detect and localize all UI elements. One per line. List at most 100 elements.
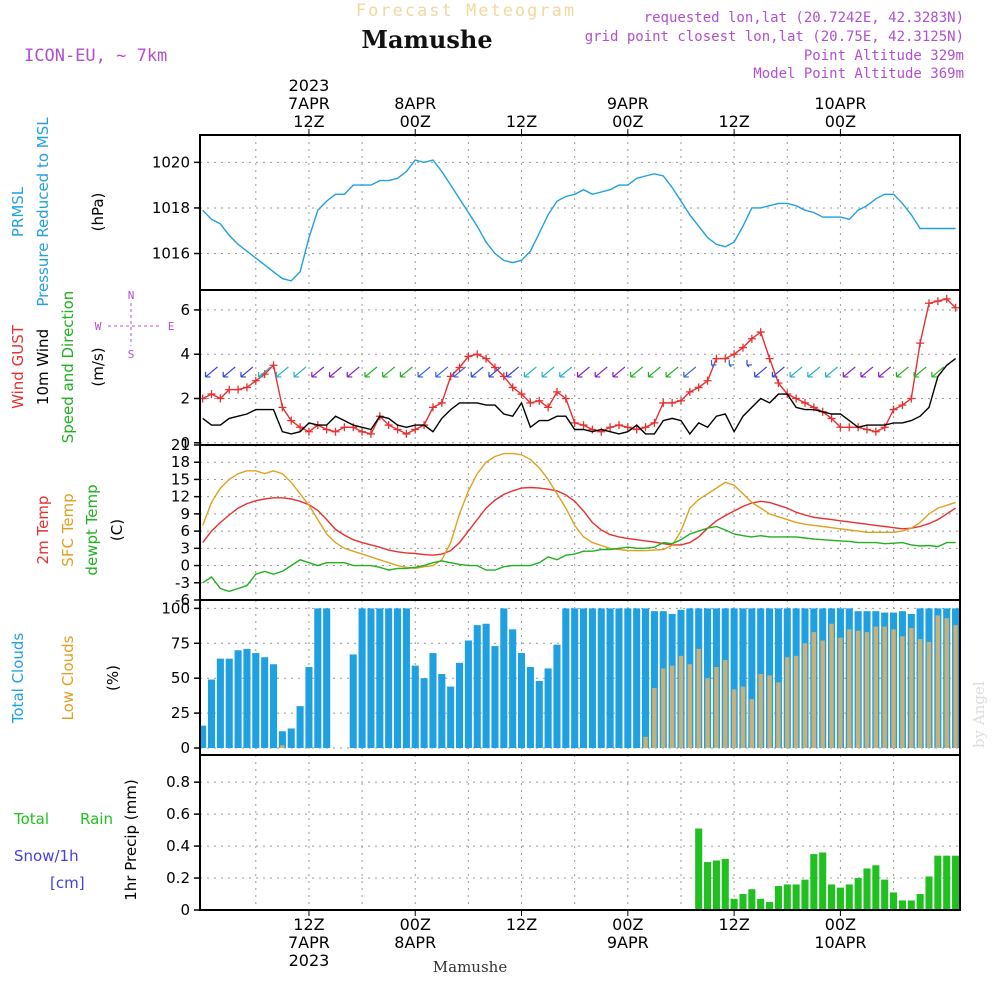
bar-total-clouds bbox=[517, 653, 526, 749]
bar-low-clouds bbox=[864, 632, 870, 749]
bar-total-clouds bbox=[207, 679, 216, 749]
ytick-label: 1016 bbox=[152, 245, 190, 263]
bottom-time-label: 8APR bbox=[394, 933, 436, 952]
top-time-label: 12Z bbox=[718, 112, 749, 131]
series-line-sfc-temp bbox=[202, 452, 956, 570]
wind-arrow bbox=[399, 366, 413, 378]
bar-total-clouds bbox=[323, 608, 331, 749]
gust-marker bbox=[517, 390, 526, 399]
bar-total-rain bbox=[863, 868, 871, 910]
bar-total-clouds bbox=[261, 657, 269, 749]
gust-marker bbox=[340, 423, 349, 432]
bar-total-clouds bbox=[491, 646, 499, 749]
bar-total-clouds bbox=[278, 731, 286, 749]
bar-low-clouds bbox=[891, 629, 896, 749]
gust-marker bbox=[535, 396, 544, 405]
ytick-label: 50 bbox=[171, 669, 190, 687]
gust-marker bbox=[366, 429, 375, 438]
watermark: by Angel bbox=[970, 681, 988, 748]
bar-low-clouds bbox=[873, 626, 879, 749]
gust-marker bbox=[552, 387, 561, 396]
gust-marker bbox=[924, 299, 933, 308]
axis-label: 10m Wind bbox=[34, 329, 52, 405]
series-line-prmsl bbox=[202, 159, 956, 282]
gust-marker bbox=[827, 414, 836, 423]
gust-marker bbox=[650, 418, 659, 427]
bar-total-clouds bbox=[376, 608, 384, 749]
ytick-label: 0 bbox=[180, 434, 190, 452]
series-line-2m-temp bbox=[202, 486, 956, 556]
gust-marker bbox=[526, 398, 535, 407]
gust-marker bbox=[579, 421, 588, 430]
bar-total-clouds bbox=[633, 608, 641, 749]
bar-total-rain bbox=[801, 879, 809, 910]
bar-total-clouds bbox=[438, 674, 446, 749]
gust-marker bbox=[384, 421, 393, 430]
bar-total-rain bbox=[810, 854, 818, 910]
bar-total-clouds bbox=[287, 728, 295, 749]
bar-total-rain bbox=[890, 892, 898, 910]
ytick-label: 0.4 bbox=[166, 837, 190, 855]
bar-total-rain bbox=[854, 878, 862, 910]
wind-arrow bbox=[683, 366, 697, 378]
bar-low-clouds bbox=[935, 615, 941, 749]
bar-total-rain bbox=[916, 894, 924, 910]
ytick-label: -6 bbox=[175, 591, 190, 609]
wind-arrow bbox=[754, 366, 768, 378]
gust-marker bbox=[933, 297, 942, 306]
bar-total-clouds bbox=[535, 680, 543, 749]
panel-precip: 0 0.2 0.4 0.6 0.8 bbox=[166, 754, 961, 919]
gust-marker bbox=[234, 385, 243, 394]
bar-total-clouds bbox=[402, 608, 410, 749]
axis-label: (hPa) bbox=[89, 193, 107, 232]
gust-marker bbox=[889, 405, 898, 414]
bar-total-clouds bbox=[429, 653, 437, 749]
wind-arrow bbox=[728, 359, 735, 368]
gust-marker bbox=[659, 398, 668, 407]
bar-total-rain bbox=[898, 900, 906, 910]
bar-total-clouds bbox=[420, 678, 428, 749]
bar-total-rain bbox=[757, 898, 765, 910]
bar-total-rain bbox=[721, 858, 729, 910]
wind-arrow bbox=[824, 366, 838, 378]
bar-total-rain bbox=[695, 828, 703, 910]
wind-arrow bbox=[860, 366, 874, 378]
gust-marker bbox=[792, 394, 801, 403]
ytick-label: 3 bbox=[180, 539, 190, 557]
bar-total-rain bbox=[739, 894, 747, 910]
bar-total-clouds bbox=[225, 658, 233, 749]
bar-total-clouds bbox=[411, 665, 419, 749]
bar-total-rain bbox=[748, 889, 756, 910]
bar-low-clouds bbox=[652, 687, 657, 749]
bar-low-clouds bbox=[740, 686, 746, 749]
bar-total-clouds bbox=[252, 653, 260, 749]
bar-total-rain bbox=[925, 876, 933, 910]
wind-arrow bbox=[523, 366, 537, 378]
bar-total-clouds bbox=[571, 608, 579, 749]
axis-label: Pressure Reduced to MSL bbox=[34, 117, 52, 307]
requested-lonlat: requested lon,lat (20.7242E, 42.3283N) bbox=[644, 10, 964, 26]
bottom-time-label: 00Z bbox=[400, 915, 431, 934]
panel-frame bbox=[199, 444, 961, 601]
gust-marker bbox=[428, 403, 437, 412]
gust-marker bbox=[331, 427, 340, 436]
ytick-label: 9 bbox=[180, 505, 190, 523]
bar-total-clouds bbox=[580, 608, 588, 749]
bar-low-clouds bbox=[696, 648, 701, 749]
wind-arrow bbox=[710, 359, 717, 368]
bar-total-rain bbox=[712, 860, 720, 910]
bar-total-clouds bbox=[526, 667, 534, 749]
bottom-time-label: 00Z bbox=[825, 915, 856, 934]
precip-label-snow: Snow/1h bbox=[14, 847, 79, 865]
faded-title: Forecast Meteogram bbox=[356, 1, 576, 21]
gust-marker bbox=[685, 387, 694, 396]
wind-arrow bbox=[382, 366, 396, 378]
top-time-label: 12Z bbox=[293, 112, 324, 131]
gust-marker bbox=[845, 423, 854, 432]
wind-arrow bbox=[576, 366, 590, 378]
bar-total-clouds bbox=[615, 608, 623, 749]
series-line-wind-gust bbox=[202, 298, 957, 435]
axis-label: PRMSL bbox=[9, 186, 27, 237]
gust-marker bbox=[898, 401, 907, 410]
gust-marker bbox=[216, 394, 225, 403]
